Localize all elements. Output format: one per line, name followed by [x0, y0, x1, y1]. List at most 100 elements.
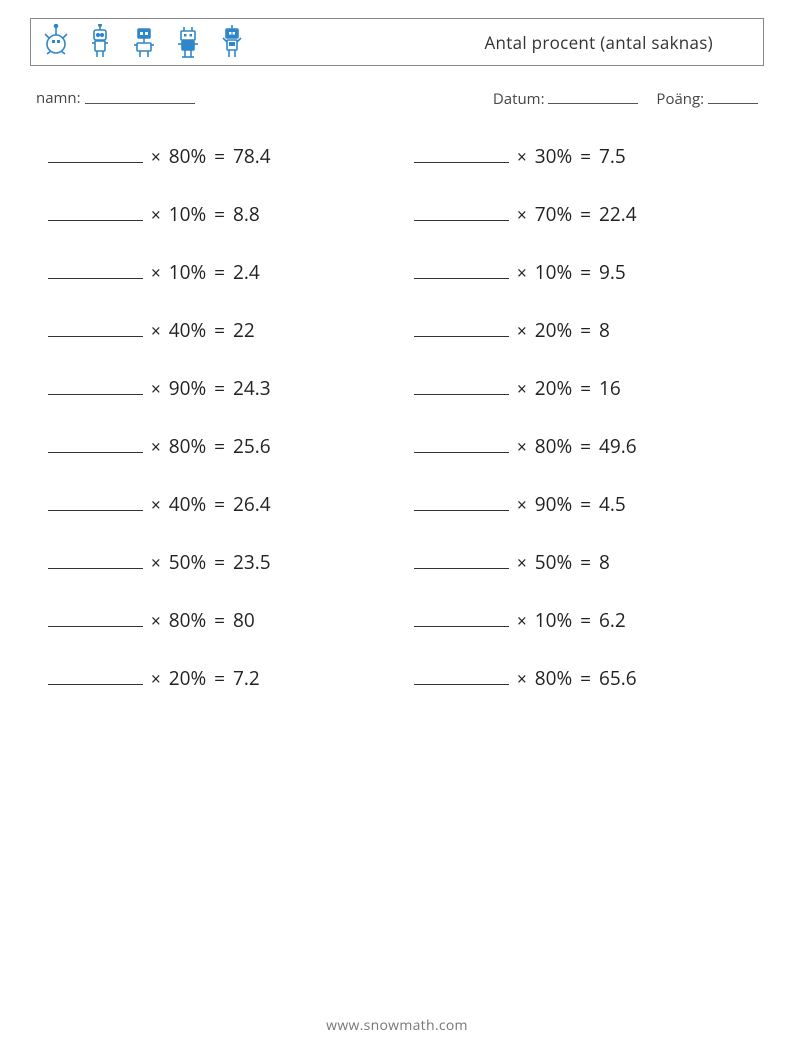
- times-symbol: ×: [151, 551, 161, 574]
- answer-blank[interactable]: [48, 491, 143, 511]
- answer-blank[interactable]: [414, 665, 509, 685]
- equals-symbol: =: [214, 433, 225, 459]
- result-value: 8: [599, 317, 610, 343]
- result-value: 80: [233, 607, 255, 633]
- problem: ×90%=4.5: [414, 491, 754, 517]
- problem: × 10% = 8.8: [48, 201, 388, 227]
- robot-icon: [85, 24, 115, 60]
- answer-blank[interactable]: [48, 549, 143, 569]
- robot-icon: [173, 24, 203, 60]
- answer-blank[interactable]: [414, 375, 509, 395]
- answer-blank[interactable]: [48, 375, 143, 395]
- percent-value: 10%: [535, 607, 572, 633]
- times-symbol: ×: [151, 377, 161, 400]
- name-field: namn:: [36, 88, 195, 109]
- equals-symbol: =: [214, 665, 225, 691]
- times-symbol: ×: [517, 377, 527, 400]
- score-blank[interactable]: [708, 88, 758, 104]
- name-label: namn:: [36, 88, 81, 109]
- percent-value: 40%: [169, 317, 206, 343]
- percent-value: 20%: [535, 317, 572, 343]
- score-field: Poäng:: [656, 88, 758, 109]
- answer-blank[interactable]: [48, 317, 143, 337]
- answer-blank[interactable]: [414, 433, 509, 453]
- problem: ×40%=22: [48, 317, 388, 343]
- problem: × 50% = 23.5: [48, 549, 388, 575]
- times-symbol: ×: [151, 493, 161, 516]
- answer-blank[interactable]: [414, 143, 509, 163]
- answer-blank[interactable]: [48, 607, 143, 627]
- problem: ×80%=65.6: [414, 665, 754, 691]
- answer-blank[interactable]: [48, 201, 143, 221]
- result-value: 7.5: [599, 143, 626, 169]
- name-blank[interactable]: [85, 88, 195, 104]
- equals-symbol: =: [580, 317, 591, 343]
- percent-value: 90%: [169, 375, 206, 401]
- percent-value: 10%: [169, 201, 206, 227]
- percent-value: 80%: [169, 143, 206, 169]
- answer-blank[interactable]: [48, 259, 143, 279]
- percent-value: 50%: [169, 549, 206, 575]
- times-symbol: ×: [151, 203, 161, 226]
- answer-blank[interactable]: [414, 201, 509, 221]
- robot-icon: [41, 24, 71, 60]
- result-value: 6.2: [599, 607, 626, 633]
- percent-value: 40%: [169, 491, 206, 517]
- date-field: Datum:: [493, 88, 639, 109]
- equals-symbol: =: [214, 549, 225, 575]
- equals-symbol: =: [214, 491, 225, 517]
- problem: ×80%=25.6: [48, 433, 388, 459]
- answer-blank[interactable]: [48, 143, 143, 163]
- problem: ×10%=9.5: [414, 259, 754, 285]
- answer-blank[interactable]: [414, 607, 509, 627]
- answer-blank[interactable]: [414, 317, 509, 337]
- times-symbol: ×: [151, 145, 161, 168]
- worksheet-title: Antal procent (antal saknas): [484, 31, 753, 54]
- times-symbol: ×: [151, 435, 161, 458]
- problem: ×70%=22.4: [414, 201, 754, 227]
- equals-symbol: =: [580, 607, 591, 633]
- result-value: 8.8: [233, 201, 260, 227]
- times-symbol: ×: [517, 493, 527, 516]
- header-box: Antal procent (antal saknas): [30, 18, 764, 66]
- problem: × 20% = 16: [414, 375, 754, 401]
- result-value: 65.6: [599, 665, 637, 691]
- problem: ×50%=8: [414, 549, 754, 575]
- problem: ×80%=49.6: [414, 433, 754, 459]
- answer-blank[interactable]: [414, 491, 509, 511]
- percent-value: 20%: [535, 375, 572, 401]
- footer-text: www.snowmath.com: [0, 1016, 794, 1035]
- problem: ×20%=7.2: [48, 665, 388, 691]
- problem: ×90%=24.3: [48, 375, 388, 401]
- date-blank[interactable]: [548, 88, 638, 104]
- robot-icon-row: [41, 24, 247, 60]
- equals-symbol: =: [580, 375, 591, 401]
- percent-value: 80%: [535, 665, 572, 691]
- percent-value: 80%: [169, 607, 206, 633]
- answer-blank[interactable]: [414, 549, 509, 569]
- result-value: 49.6: [599, 433, 637, 459]
- times-symbol: ×: [151, 609, 161, 632]
- equals-symbol: =: [580, 143, 591, 169]
- score-label: Poäng:: [656, 89, 704, 109]
- problem: ×80%=78.4: [48, 143, 388, 169]
- problem: ×80%=80: [48, 607, 388, 633]
- percent-value: 80%: [535, 433, 572, 459]
- times-symbol: ×: [517, 319, 527, 342]
- equals-symbol: =: [580, 259, 591, 285]
- answer-blank[interactable]: [48, 433, 143, 453]
- result-value: 16: [599, 375, 621, 401]
- equals-symbol: =: [580, 433, 591, 459]
- result-value: 23.5: [233, 549, 271, 575]
- result-value: 2.4: [233, 259, 260, 285]
- answer-blank[interactable]: [414, 259, 509, 279]
- times-symbol: ×: [517, 145, 527, 168]
- equals-symbol: =: [214, 317, 225, 343]
- answer-blank[interactable]: [48, 665, 143, 685]
- result-value: 22.4: [599, 201, 637, 227]
- equals-symbol: =: [214, 201, 225, 227]
- problem: × 30% = 7.5: [414, 143, 754, 169]
- result-value: 26.4: [233, 491, 271, 517]
- percent-value: 30%: [535, 143, 572, 169]
- times-symbol: ×: [517, 551, 527, 574]
